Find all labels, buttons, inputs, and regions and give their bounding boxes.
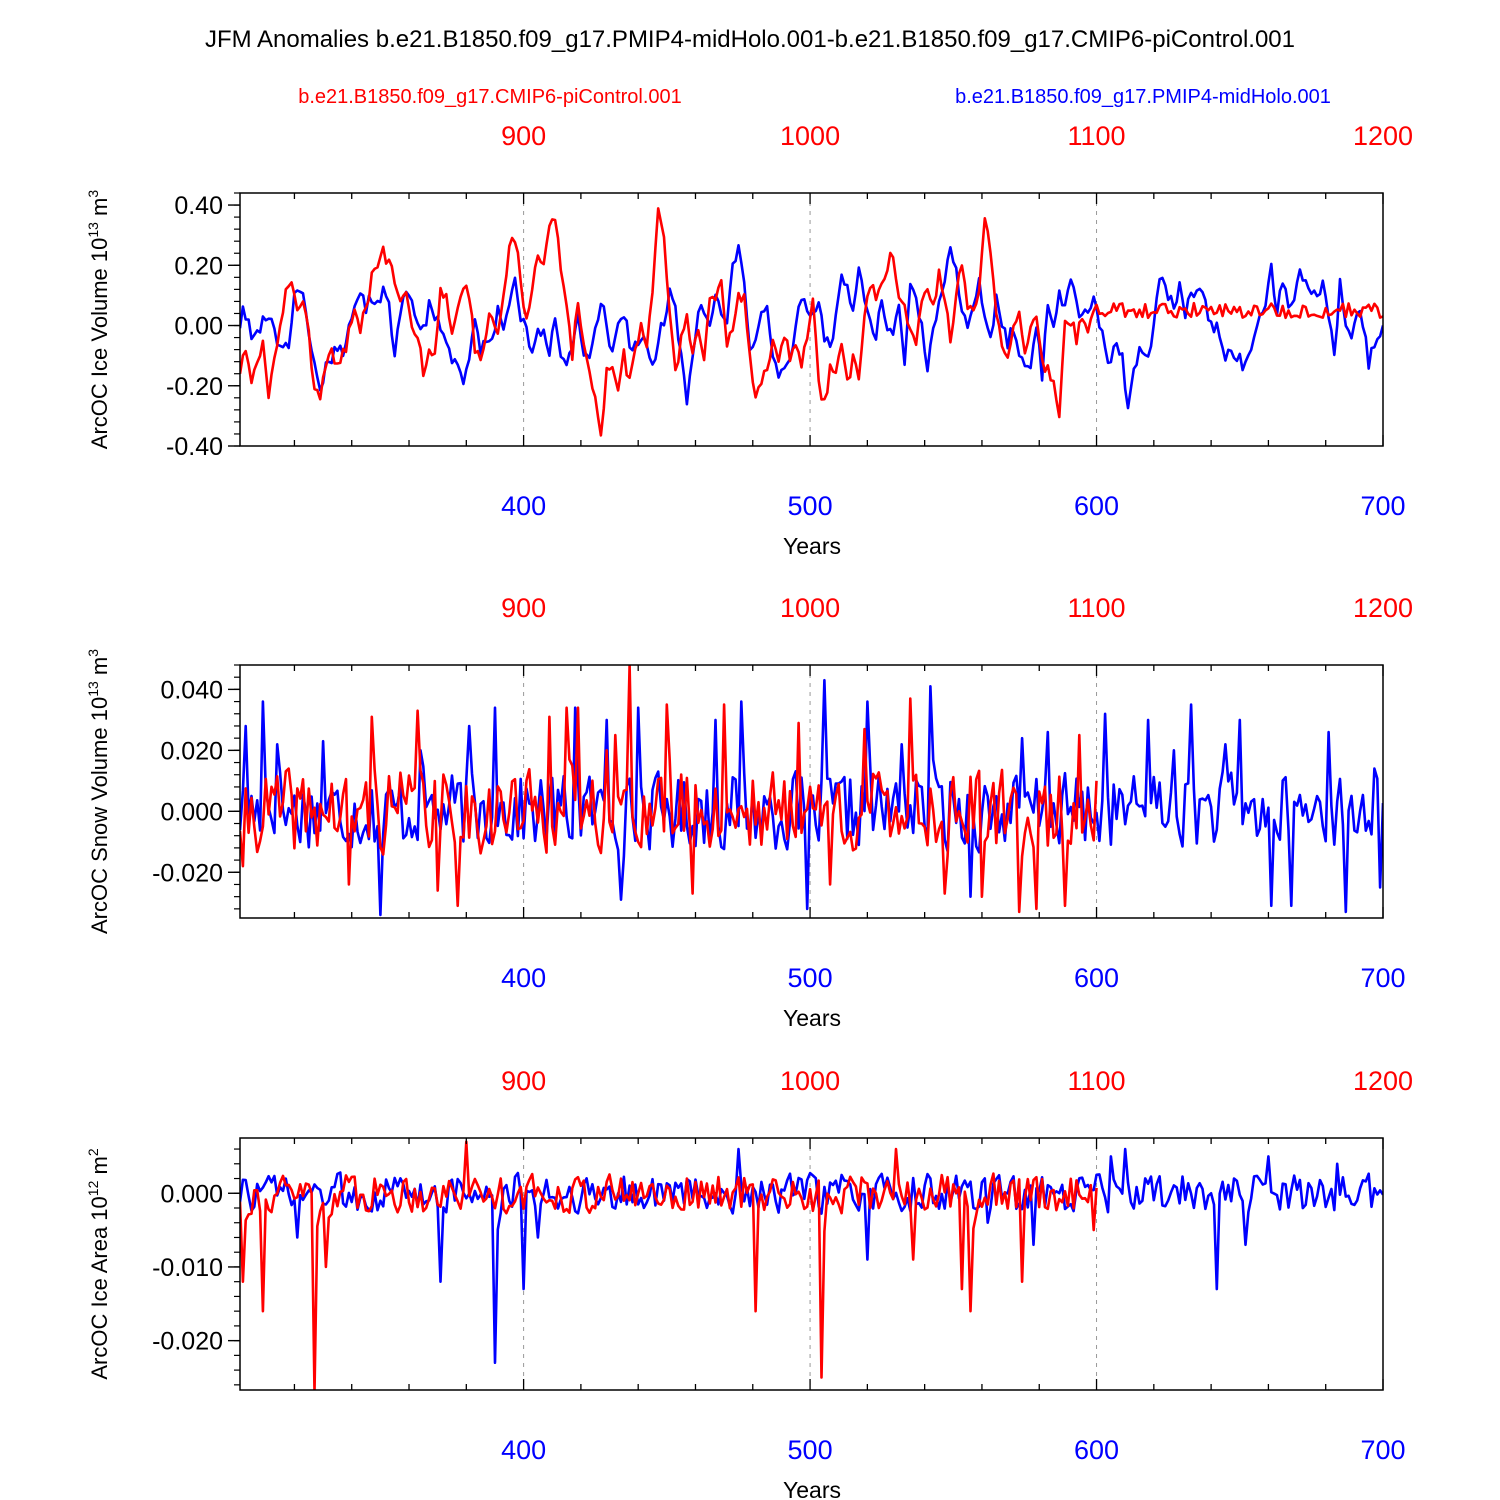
x-tick-label-top: 1100 [1068,593,1126,623]
y-tick-label: -0.020 [152,1328,223,1356]
x-axis-label: Years [783,1477,841,1500]
plot-frame [239,664,1384,919]
series-line-midholo [240,1147,1383,1364]
y-axis-unit-base: 10 [87,697,112,721]
y-axis-label: ArcOC Ice Area 1012 m2 [85,1148,112,1379]
legend-picontrol: b.e21.B1850.f09_g17.CMIP6-piControl.001 [298,86,682,108]
y-axis-unit-suffix-exp: 3 [85,190,101,198]
x-tick-label-bottom: 400 [501,1435,546,1465]
y-tick-label: -0.010 [152,1254,223,1282]
x-tick-label-bottom: 700 [1360,491,1405,521]
y-tick-label: 0.020 [160,737,223,765]
x-tick-label-top: 900 [501,121,546,151]
x-axis-label: Years [783,533,841,559]
y-axis-unit-base: 10 [87,1196,112,1220]
x-tick-label-bottom: 700 [1360,963,1405,993]
y-axis-unit-suffix: m [87,657,112,681]
x-tick-label-bottom: 500 [788,491,833,521]
y-axis-unit-suffix: m [87,198,112,222]
plot-frame [239,1137,1384,1391]
x-axis-label: Years [783,1005,841,1031]
y-axis-label-text: ArcOC Ice Volume [87,262,112,449]
x-tick-label-bottom: 400 [501,963,546,993]
y-axis-unit-suffix-exp: 3 [85,649,101,657]
x-tick-label-bottom: 400 [501,491,546,521]
y-tick-label: 0.00 [174,313,223,341]
y-axis-label: ArcOC Ice Volume 1013 m3 [85,190,112,450]
figure-title: JFM Anomalies b.e21.B1850.f09_g17.PMIP4-… [205,26,1295,53]
x-tick-label-bottom: 600 [1074,963,1119,993]
x-tick-label-top: 1200 [1353,121,1413,151]
y-axis-label-text: ArcOC Snow Volume [87,721,112,934]
chart-panel-2: 400 500 600 700 900 1000 1100 1200 Years -0.020 0.… [85,593,1413,1031]
plot-frame [239,192,1384,447]
y-tick-label: -0.020 [152,859,223,887]
x-tick-label-top: 1000 [780,121,840,151]
x-tick-label-bottom: 600 [1074,1435,1119,1465]
x-tick-label-top: 1100 [1068,1066,1126,1096]
x-tick-label-top: 1100 [1068,121,1126,151]
chart-panel-3: 400 500 600 700 900 1000 1100 1200 Years -0.020 -0… [85,1066,1413,1500]
y-tick-label: 0.040 [160,676,223,704]
legend-midholo: b.e21.B1850.f09_g17.PMIP4-midHolo.001 [955,86,1331,108]
x-tick-label-bottom: 700 [1360,1435,1405,1465]
y-axis-label: ArcOC Snow Volume 1013 m3 [85,649,112,934]
x-tick-label-top: 1000 [780,1066,840,1096]
y-axis-unit-exp: 13 [85,222,101,238]
series-line-picontrol [240,665,1098,914]
x-tick-label-bottom: 600 [1074,491,1119,521]
y-tick-label: 0.40 [174,192,223,220]
y-axis-unit-suffix-exp: 2 [85,1148,101,1156]
y-axis-unit-suffix: m [87,1156,112,1180]
y-tick-label: 0.000 [160,798,223,826]
y-tick-label: 0.20 [174,252,223,280]
x-tick-label-bottom: 500 [788,963,833,993]
y-axis-unit-base: 10 [87,238,112,262]
y-axis-label-text: ArcOC Ice Area [87,1221,112,1380]
x-tick-label-top: 1200 [1353,1066,1413,1096]
series-line-picontrol [240,1140,1098,1390]
x-tick-label-top: 900 [501,1066,546,1096]
x-tick-label-top: 900 [501,593,546,623]
x-tick-label-top: 1000 [780,593,840,623]
chart-panel-1: 400 500 600 700 900 1000 1100 1200 Years -0.40 -0.… [85,121,1413,559]
y-tick-label: 0.000 [160,1180,223,1208]
y-tick-label: -0.40 [166,433,223,461]
x-tick-label-top: 1200 [1353,593,1413,623]
series-line-picontrol [240,207,1383,437]
x-tick-label-bottom: 500 [788,1435,833,1465]
y-axis-unit-exp: 13 [85,681,101,697]
y-tick-label: -0.20 [166,373,223,401]
y-axis-unit-exp: 12 [85,1180,101,1196]
